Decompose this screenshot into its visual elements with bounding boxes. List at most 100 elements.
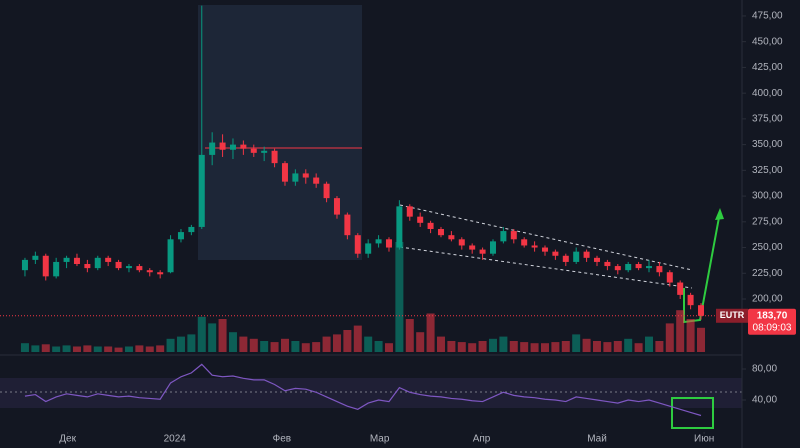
volume-bar (62, 345, 71, 352)
candle-body (479, 249, 486, 254)
candle-body (541, 247, 548, 252)
candle-body (73, 257, 80, 264)
volume-bar (644, 336, 653, 352)
volume-bar (488, 338, 497, 352)
y-tick-label: 450,00 (752, 36, 783, 47)
volume-bar (353, 325, 362, 352)
candle-body (63, 257, 70, 262)
volume-bar (301, 343, 310, 352)
x-tick-label: 2024 (164, 434, 187, 445)
y-tick-label: 375,00 (752, 114, 783, 125)
candle-body (375, 239, 382, 244)
volume-bar (135, 345, 144, 352)
volume-bar (572, 334, 581, 352)
volume-bar (416, 332, 425, 352)
volume-bar (405, 319, 414, 352)
volume-bar (322, 336, 331, 352)
ticker-badge (716, 308, 748, 323)
volume-bar (676, 310, 685, 352)
highlight-box (671, 397, 714, 429)
volume-bar (613, 341, 622, 352)
volume-bar (187, 334, 196, 352)
candle-body (21, 259, 28, 271)
candle-body (94, 257, 101, 269)
y-tick-label: 475,00 (752, 11, 783, 22)
volume-bar (540, 343, 549, 352)
volume-bar (364, 336, 373, 352)
candle-body (677, 282, 684, 295)
candle-body (562, 255, 569, 262)
candle-body (385, 239, 392, 248)
countdown-label: 08:09:03 (753, 322, 792, 333)
volume-bar (114, 347, 123, 352)
price-badge (748, 308, 796, 335)
volume-bar (72, 346, 81, 352)
volume-bar (426, 313, 435, 352)
candle-body (313, 177, 320, 184)
volume-bar (239, 336, 248, 352)
x-tick-label: Май (587, 434, 607, 445)
volume-bar (31, 345, 40, 352)
volume-bar (332, 334, 341, 352)
volume-bar (145, 346, 154, 352)
volume-bar (665, 323, 674, 352)
volume-bar (530, 343, 539, 352)
candle-body (500, 231, 507, 242)
candle-body (573, 251, 580, 262)
candle-body (250, 148, 257, 153)
x-tick-label: Июн (694, 434, 714, 445)
candle-body (354, 235, 361, 254)
candle-body (635, 264, 642, 269)
volume-bar (436, 336, 445, 352)
volume-bar (395, 242, 404, 352)
ticker-label: EUTR (720, 310, 745, 320)
candle-body (229, 144, 236, 150)
x-tick-label: Апр (473, 434, 491, 445)
volume-bar (249, 338, 258, 352)
candle-body (209, 142, 216, 155)
volume-bar (499, 336, 508, 352)
volume-bar (603, 342, 612, 352)
candle-body (188, 226, 195, 233)
candle-body (105, 257, 112, 262)
candle-body (656, 266, 663, 273)
candle-body (666, 272, 673, 283)
candle-body (323, 183, 330, 199)
candle-body (458, 239, 465, 246)
rsi-line (24, 363, 702, 417)
x-tick-label: Фев (273, 434, 291, 445)
volume-bar (93, 346, 102, 352)
volume-bar (83, 345, 92, 352)
volume-bar (228, 332, 237, 352)
candle-body (302, 173, 309, 178)
channel-line (399, 204, 693, 271)
y-tick-label: 225,00 (752, 268, 783, 279)
channel-line (399, 246, 693, 289)
volume-bar (468, 343, 477, 352)
last-price-label: 183,70 (757, 310, 788, 321)
candle-body (521, 239, 528, 246)
volume-bar (343, 330, 352, 352)
volume-bar (41, 344, 50, 352)
candle-body (344, 214, 351, 236)
volume-bar (218, 319, 227, 352)
volume-bar (655, 341, 664, 352)
volume-bar (520, 342, 529, 352)
candle-body (157, 272, 164, 275)
candle-body (614, 266, 621, 271)
volume-bar (447, 341, 456, 352)
candle-body (417, 216, 424, 223)
candle-body (448, 235, 455, 240)
volume-bar (582, 338, 591, 352)
candle-body (177, 232, 184, 240)
volume-bar (624, 338, 633, 352)
volume-bar (260, 341, 269, 352)
candle-body (292, 173, 299, 182)
y-tick-label: 325,00 (752, 165, 783, 176)
candle-body (583, 251, 590, 258)
volume-bar (20, 343, 29, 352)
volume-bar (197, 316, 206, 352)
y-tick-label: 400,00 (752, 88, 783, 99)
y-tick-label: 425,00 (752, 62, 783, 73)
